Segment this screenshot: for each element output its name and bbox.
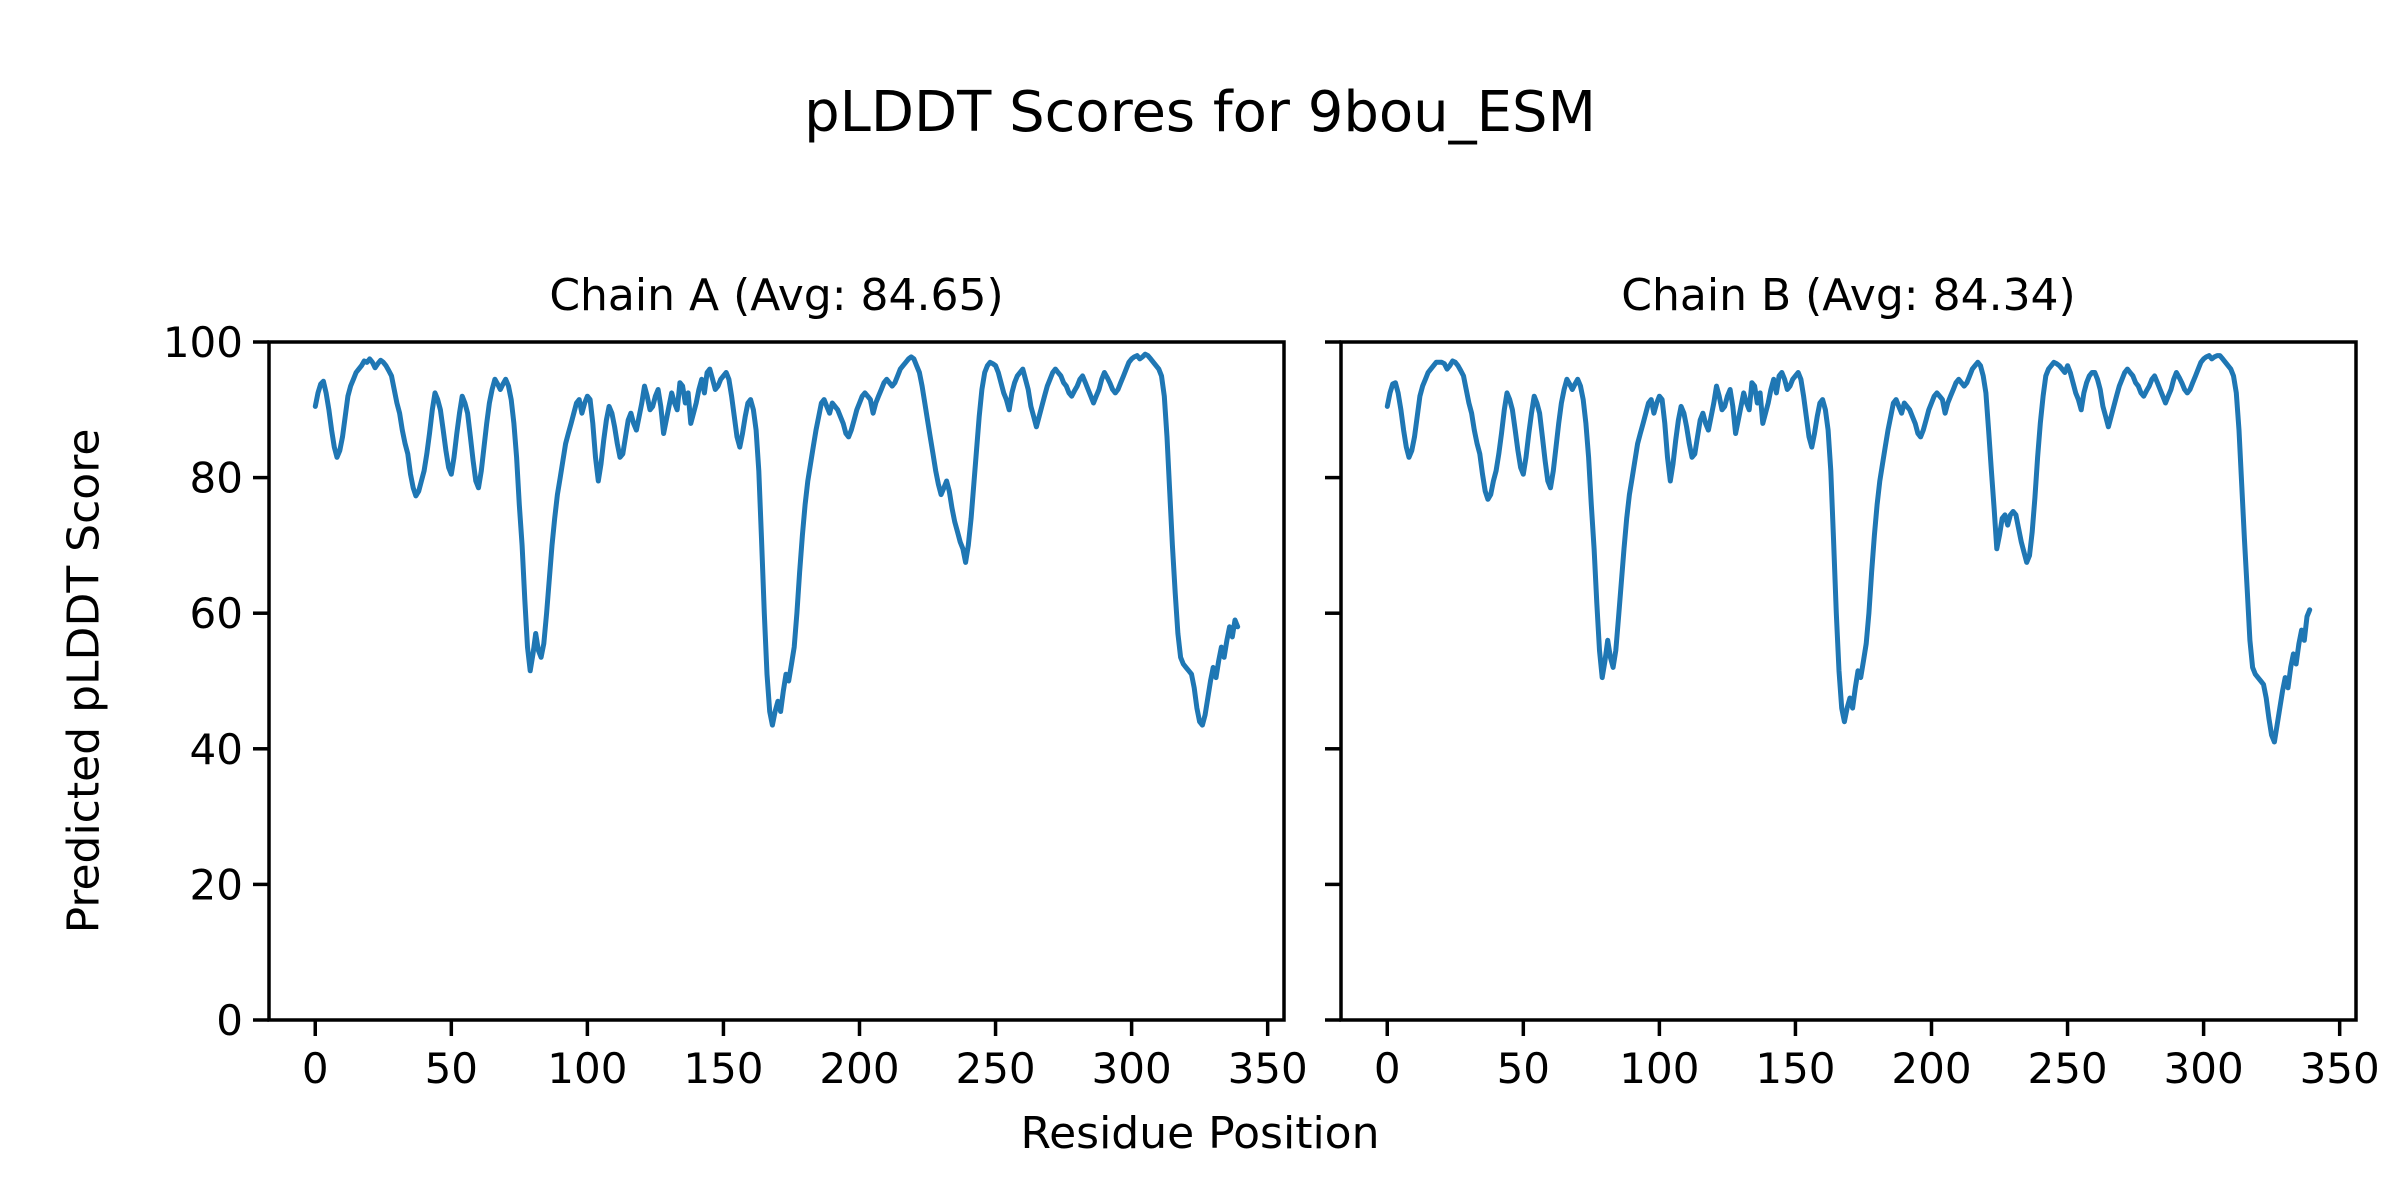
x-tick-label: 350 <box>2300 1044 2380 1093</box>
x-tick-label: 150 <box>1755 1044 1835 1093</box>
x-axis-label: Residue Position <box>1020 1108 1380 1159</box>
y-tick-label: 20 <box>190 860 243 909</box>
chain-b-line <box>1384 353 2313 745</box>
y-tick-label: 60 <box>190 589 243 638</box>
axes-spines <box>1339 340 2358 1022</box>
x-tick-label: 100 <box>1619 1044 1699 1093</box>
x-tick-label: 350 <box>1228 1044 1308 1093</box>
x-tick-label: 0 <box>1374 1044 1401 1093</box>
y-tick-label: 80 <box>190 454 243 503</box>
x-tick-label: 200 <box>819 1044 899 1093</box>
x-tick-label: 50 <box>425 1044 478 1093</box>
chain-b-plot: 0 50 100 150 200 250 300 350 <box>1325 340 2380 1093</box>
x-tick-label: 0 <box>302 1044 329 1093</box>
x-tick-label: 50 <box>1497 1044 1550 1093</box>
chain-b-title: Chain B (Avg: 84.34) <box>1621 270 2076 321</box>
y-tick-label: 40 <box>190 725 243 774</box>
x-tick-label: 150 <box>683 1044 763 1093</box>
axes-spines <box>267 340 1286 1022</box>
y-tick-label: 100 <box>163 318 243 367</box>
chain-a-line <box>312 351 1241 728</box>
x-tick-label: 300 <box>2164 1044 2244 1093</box>
figure-title: pLDDT Scores for 9bou_ESM <box>804 80 1596 145</box>
y-tick-label: 0 <box>216 996 243 1045</box>
x-tick-label: 300 <box>1092 1044 1172 1093</box>
x-tick-label: 250 <box>2027 1044 2107 1093</box>
x-tick-label: 200 <box>1891 1044 1971 1093</box>
chain-a-title: Chain A (Avg: 84.65) <box>549 270 1004 321</box>
x-tick-label: 100 <box>547 1044 627 1093</box>
y-axis-label: Predicted pLDDT Score <box>58 428 110 934</box>
chain-a-plot: 0 50 100 150 200 250 300 350 0 20 40 60 80 100 <box>163 318 1308 1093</box>
x-tick-label: 250 <box>955 1044 1035 1093</box>
